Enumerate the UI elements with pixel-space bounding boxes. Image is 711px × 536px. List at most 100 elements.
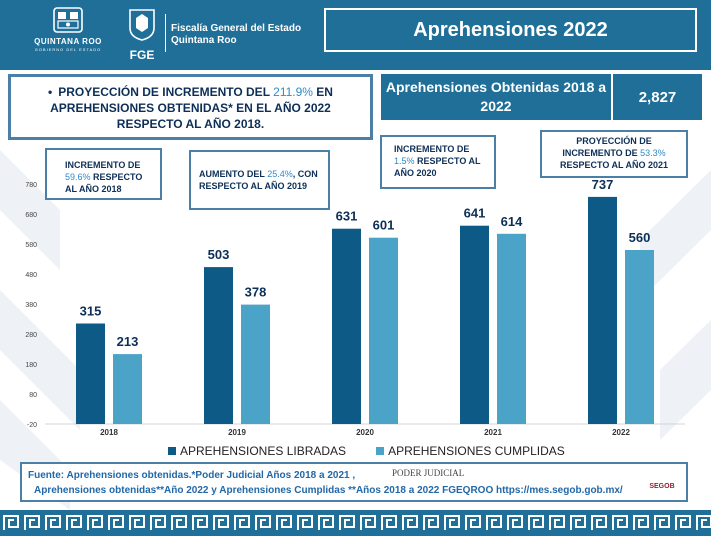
footer-fret-motif <box>339 515 355 530</box>
annotation-2021: INCREMENTO DE 1.5% RESPECTO AL AÑO 2020 <box>380 135 496 189</box>
footer-fret-motif <box>507 515 523 530</box>
data-label: 614 <box>501 214 523 229</box>
annotation-2022-after: RESPECTO AL AÑO 2021 <box>559 160 669 170</box>
footer-fret-motif <box>150 515 166 530</box>
fge-logo-text: FGE <box>129 48 155 62</box>
footer-fret-motif <box>297 515 313 530</box>
data-label: 213 <box>117 334 139 349</box>
legend-item-libradas: APREHENSIONES LIBRADAS <box>168 444 346 458</box>
footer-fret-motif <box>276 515 292 530</box>
fge-logo: FGE <box>120 8 164 62</box>
summary-label: Aprehensiones Obtenidas 2018 a 2022 <box>381 74 613 120</box>
annotation-2020-after: , CON RESPECTO AL AÑO 2019 <box>199 169 318 191</box>
footer-fret-motif <box>66 515 82 530</box>
footer-pattern <box>3 515 711 530</box>
agency-line-2: Quintana Roo <box>171 35 237 46</box>
x-tick-label: 2021 <box>484 428 502 437</box>
footer-fret-motif <box>549 515 565 530</box>
y-tick-label: 280 <box>25 332 37 339</box>
source-line-1: Fuente: Aprehensiones obtenidas.*Poder J… <box>28 470 356 481</box>
state-logo-name: QUINTANA ROO <box>34 37 102 46</box>
y-tick-label: 380 <box>25 302 37 309</box>
footer-fret-motif <box>402 515 418 530</box>
data-label: 631 <box>336 209 358 224</box>
footer-fret-motif <box>675 515 691 530</box>
x-tick-label: 2019 <box>228 428 246 437</box>
bar-libradas-2021 <box>460 225 489 424</box>
footer-fret-motif <box>360 515 376 530</box>
footer-fret-motif <box>192 515 208 530</box>
annotation-2021-after: RESPECTO AL AÑO 2020 <box>394 156 481 178</box>
y-tick-label: 480 <box>25 272 37 279</box>
data-label: 503 <box>208 247 230 262</box>
footer-fret-motif <box>87 515 103 530</box>
footer-fret-motif <box>444 515 460 530</box>
data-label: 737 <box>592 177 614 192</box>
footer-fret-motif <box>654 515 670 530</box>
footer-fret-motif <box>234 515 250 530</box>
annotation-2022-highlight: 53.3% <box>640 148 666 158</box>
source-box: Fuente: Aprehensiones obtenidas.*Poder J… <box>20 462 688 502</box>
bar-cumplidas-2022 <box>625 250 654 424</box>
y-tick-label: -20 <box>27 422 37 429</box>
projection-box: • PROYECCIÓN DE INCREMENTO DEL 211.9% EN … <box>8 74 373 140</box>
footer-fret-motif <box>528 515 544 530</box>
footer-fret-motif <box>465 515 481 530</box>
y-tick-label: 780 <box>25 182 37 189</box>
chart-legend: APREHENSIONES LIBRADAS APREHENSIONES CUM… <box>168 443 595 459</box>
footer-fret-motif <box>486 515 502 530</box>
page-title: Aprehensiones 2022 <box>324 8 697 52</box>
legend-swatch-libradas <box>168 447 176 455</box>
agency-line-1: Fiscalía General del Estado <box>171 23 302 34</box>
footer-fret-motif <box>318 515 334 530</box>
legend-item-cumplidas: APREHENSIONES CUMPLIDAS <box>376 444 565 458</box>
state-shield-icon <box>53 7 83 33</box>
y-tick-label: 680 <box>25 212 37 219</box>
footer-fret-motif <box>696 515 711 530</box>
source-line-2: Aprehensiones obtenidas**Año 2022 y Apre… <box>34 485 623 496</box>
annotation-2022-before: PROYECCIÓN DE INCREMENTO DE <box>562 136 652 158</box>
annotation-2020-before: AUMENTO DEL <box>199 169 268 179</box>
footer-fret-motif <box>213 515 229 530</box>
legend-label-libradas: APREHENSIONES LIBRADAS <box>180 444 347 458</box>
annotation-2021-before: INCREMENTO DE <box>394 144 470 154</box>
footer-fret-motif <box>24 515 40 530</box>
bar-libradas-2020 <box>332 228 361 424</box>
footer-fret-motif <box>129 515 145 530</box>
data-label: 641 <box>464 206 486 221</box>
header-divider <box>165 14 166 52</box>
bar-libradas-2018 <box>76 323 105 424</box>
footer-fret-motif <box>381 515 397 530</box>
projection-bullet: • <box>48 85 53 99</box>
annotation-2019-highlight: 59.6% <box>65 172 91 182</box>
summary-value: 2,827 <box>613 74 702 120</box>
annotation-2020: AUMENTO DEL 25.4%, CON RESPECTO AL AÑO 2… <box>189 150 330 210</box>
bar-cumplidas-2019 <box>241 304 270 424</box>
bar-libradas-2019 <box>204 267 233 424</box>
x-tick-label: 2022 <box>612 428 630 437</box>
bar-libradas-2022 <box>588 196 617 424</box>
footer-fret-motif <box>171 515 187 530</box>
footer-fret-motif <box>108 515 124 530</box>
bar-cumplidas-2021 <box>497 233 526 424</box>
y-tick-label: 580 <box>25 242 37 249</box>
data-label: 378 <box>245 285 267 300</box>
x-tick-label: 2020 <box>356 428 374 437</box>
state-logo: QUINTANA ROO GOBIERNO DEL ESTADO <box>28 6 108 66</box>
footer-fret-motif <box>591 515 607 530</box>
footer-fret-motif <box>423 515 439 530</box>
footer-bar <box>0 510 711 536</box>
legend-label-cumplidas: APREHENSIONES CUMPLIDAS <box>388 444 565 458</box>
footer-fret-motif <box>612 515 628 530</box>
footer-fret-motif <box>633 515 649 530</box>
footer-fret-motif <box>3 515 19 530</box>
state-logo-tagline: GOBIERNO DEL ESTADO <box>34 47 102 52</box>
legend-swatch-cumplidas <box>376 447 385 455</box>
annotation-2020-highlight: 25.4% <box>267 169 293 179</box>
annotation-2021-highlight: 1.5% <box>394 156 415 166</box>
bar-cumplidas-2020 <box>369 237 398 424</box>
data-label: 601 <box>373 218 395 233</box>
y-tick-label: 180 <box>25 362 37 369</box>
projection-text-after: EN APREHENSIONES OBTENIDAS* EN EL AÑO 20… <box>50 85 333 131</box>
header-bar: QUINTANA ROO GOBIERNO DEL ESTADO FGE Fis… <box>0 0 711 70</box>
